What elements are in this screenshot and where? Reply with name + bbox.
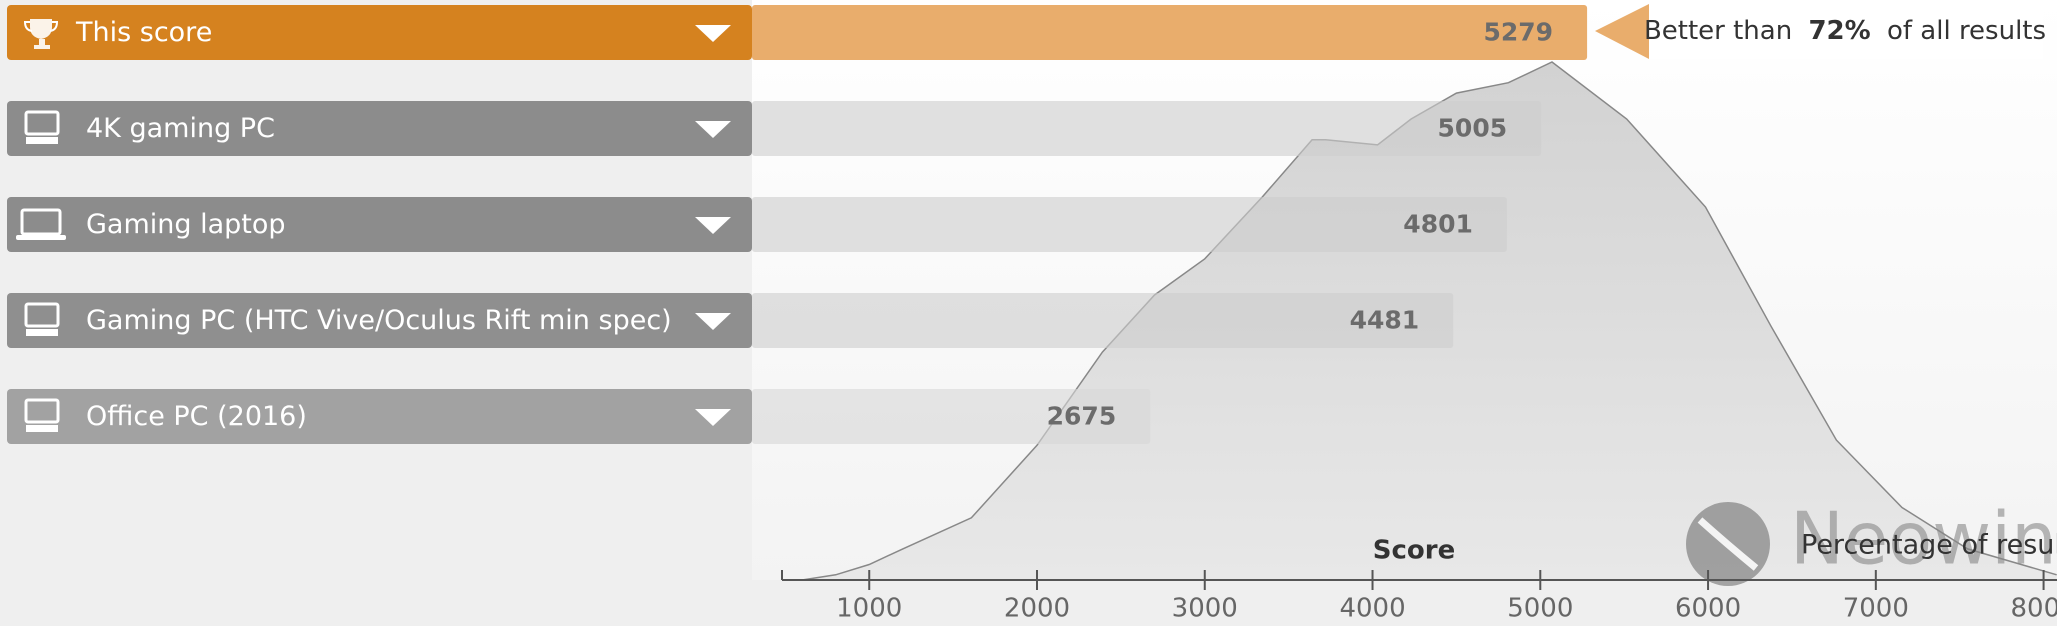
row-panel bbox=[7, 293, 752, 348]
tooltip-prefix: Better than bbox=[1644, 16, 1792, 46]
icon-shape bbox=[24, 302, 60, 328]
watermark: Neowin bbox=[1790, 497, 2057, 581]
bar bbox=[752, 197, 1507, 252]
bar bbox=[752, 101, 1542, 156]
x-tick-label: 5000 bbox=[1507, 594, 1573, 624]
icon-shape bbox=[26, 425, 58, 432]
row-label: 4K gaming PC bbox=[86, 113, 275, 144]
x-tick-label: 8000 bbox=[2010, 594, 2057, 624]
row-icon-monitor bbox=[24, 302, 60, 336]
tooltip-arrow bbox=[1595, 4, 1649, 59]
row-panel bbox=[7, 197, 752, 252]
icon-shape bbox=[24, 110, 60, 136]
bar-value: 5279 bbox=[1484, 18, 1554, 47]
row-panel bbox=[7, 5, 752, 60]
icon-shape bbox=[16, 235, 66, 240]
bar-value: 4481 bbox=[1350, 306, 1420, 335]
row-icon-laptop bbox=[16, 208, 66, 240]
x-tick-label: 3000 bbox=[1172, 594, 1238, 624]
icon-shape bbox=[23, 21, 59, 32]
icon-shape bbox=[24, 398, 60, 424]
icon-shape bbox=[26, 137, 58, 144]
x-tick-label: 1000 bbox=[836, 594, 902, 624]
bar bbox=[752, 293, 1454, 348]
bar bbox=[752, 389, 1151, 444]
icon-shape bbox=[20, 208, 62, 236]
dropdown-toggle[interactable] bbox=[695, 409, 731, 426]
row-label: Gaming PC (HTC Vive/Oculus Rift min spec… bbox=[86, 305, 672, 336]
row-icon-trophy bbox=[23, 19, 59, 49]
row-label: Office PC (2016) bbox=[86, 401, 307, 432]
row-label: Gaming laptop bbox=[86, 209, 286, 240]
x-tick-label: 6000 bbox=[1675, 594, 1741, 624]
dropdown-toggle[interactable] bbox=[695, 217, 731, 234]
dropdown-toggle[interactable] bbox=[695, 121, 731, 138]
tooltip-percentile: 72% bbox=[1808, 16, 1870, 46]
x-tick-label: 4000 bbox=[1339, 594, 1405, 624]
row-icon-monitor bbox=[24, 110, 60, 144]
watermark-logo bbox=[1686, 502, 1770, 586]
dropdown-toggle[interactable] bbox=[695, 25, 731, 42]
bar-value: 2675 bbox=[1047, 402, 1117, 431]
y-axis-label: Percentage of results bbox=[1801, 530, 2057, 561]
tooltip-suffix: of all results bbox=[1887, 16, 2046, 46]
x-tick-label: 7000 bbox=[1843, 594, 1909, 624]
row-label: This score bbox=[75, 17, 212, 48]
row-panel bbox=[7, 101, 752, 156]
annotation: Better than 72% of all results bbox=[1595, 4, 2046, 59]
bar bbox=[752, 5, 1588, 60]
tooltip-box bbox=[1595, 4, 2043, 59]
row-icon-monitor bbox=[24, 398, 60, 432]
tooltip-text: Better than 72% of all results bbox=[1644, 16, 2046, 46]
icon-shape bbox=[26, 329, 58, 336]
x-axis-label: Score bbox=[1373, 536, 1455, 566]
icon-shape bbox=[30, 19, 52, 49]
dropdown-toggle[interactable] bbox=[695, 313, 731, 330]
bar-value: 5005 bbox=[1438, 114, 1508, 143]
row-panel bbox=[7, 389, 752, 444]
x-tick-label: 2000 bbox=[1004, 594, 1070, 624]
bar-value: 4801 bbox=[1403, 210, 1473, 239]
